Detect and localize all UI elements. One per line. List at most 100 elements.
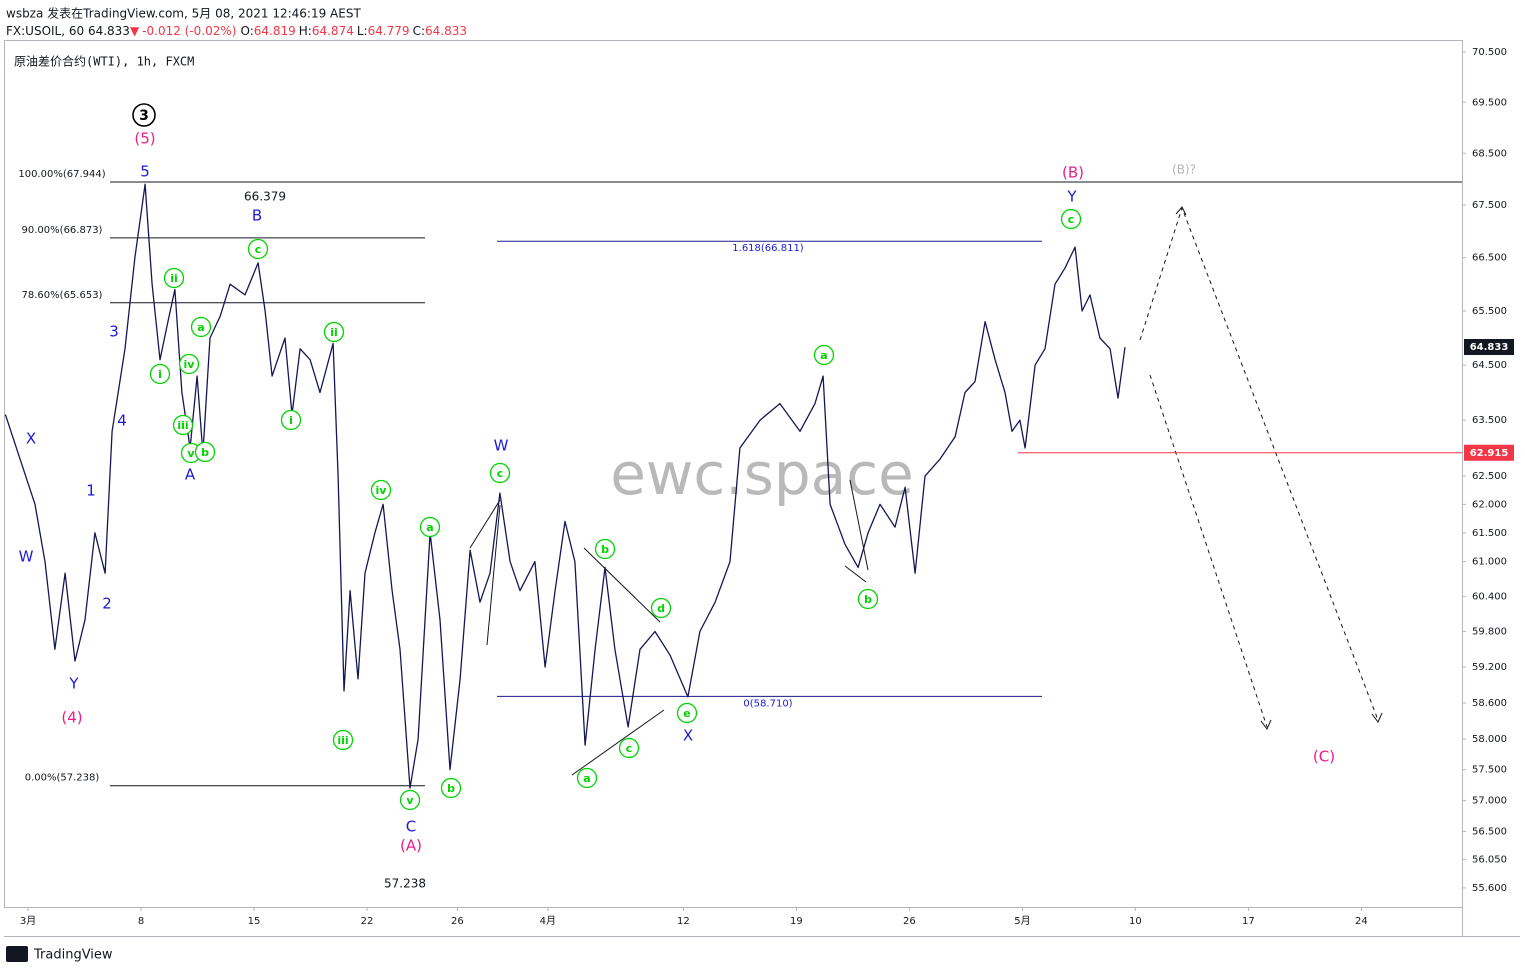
wave-label: d — [657, 602, 665, 615]
arrowhead — [1175, 206, 1187, 216]
ohlc: FX:USOIL, 60 64.833▼ -0.012 (-0.02%) O:64.… — [6, 24, 467, 38]
high: 64.874 — [312, 24, 354, 38]
l-label: L: — [357, 24, 368, 38]
wave-circle — [190, 316, 212, 338]
change: -0.012 (-0.02%) — [142, 24, 236, 38]
wave-label: v — [406, 794, 414, 807]
open: 64.819 — [254, 24, 296, 38]
wave-label: a — [583, 772, 590, 785]
trend-line — [469, 499, 501, 549]
wave-circle — [594, 538, 616, 560]
wave-label: B — [252, 207, 262, 225]
wave-circle — [163, 267, 185, 289]
y-tick-label: 59.800 — [1472, 627, 1507, 638]
y-tick-label: 59.200 — [1472, 662, 1507, 673]
y-tick-label: 68.500 — [1472, 148, 1507, 159]
trend-lines — [469, 479, 869, 776]
x-tick-label: 5月 — [1014, 915, 1030, 927]
wave-circle — [857, 588, 879, 610]
y-tick-label: 64.500 — [1472, 360, 1507, 371]
wave-label: a — [820, 349, 827, 362]
wave-label: (4) — [61, 709, 82, 727]
x-tick-label: 10 — [1129, 916, 1142, 927]
level-label: 1.618(66.811) — [732, 243, 804, 254]
wave-label: i — [158, 368, 162, 381]
level-label: 78.60%(65.653) — [22, 290, 103, 301]
watermark: ewc.space — [610, 440, 914, 508]
arrowhead — [1371, 712, 1383, 723]
low: 64.779 — [368, 24, 410, 38]
price-label: 64.833 — [1470, 342, 1509, 353]
wave-circle — [194, 441, 216, 463]
level-label: 90.00%(66.873) — [22, 225, 103, 236]
wave-label: 4 — [117, 412, 127, 430]
y-tick-label: 58.000 — [1472, 734, 1507, 745]
trend-line — [571, 709, 665, 776]
wave-label: 5 — [140, 163, 150, 181]
symbol: FX:USOIL, 60 64.833 — [6, 24, 130, 38]
wave-label: X — [683, 727, 693, 745]
plot: 70.500 69.500 68.500 67.500 66.500 65.500 64.5… — [4, 47, 1514, 927]
wave-circle — [280, 409, 302, 431]
y-tick-label: 67.500 — [1472, 200, 1507, 211]
wave-circle — [618, 737, 640, 759]
wave-circle — [576, 767, 598, 789]
wave-circle — [676, 702, 698, 724]
brand: TradingView — [33, 948, 113, 963]
wave-circle — [370, 479, 392, 501]
close: 64.833 — [425, 24, 467, 38]
wave-label: ii — [170, 272, 178, 285]
wave-label: Y — [1066, 188, 1077, 206]
wave-circle — [247, 238, 269, 260]
arrowhead — [1260, 719, 1272, 730]
wave-label: 57.238 — [384, 877, 426, 891]
price-label-box — [1464, 339, 1514, 356]
chart-title: 原油差价合约(WTI), 1h, FXCM — [14, 54, 194, 69]
trend-line — [583, 547, 661, 623]
y-tick-label: 60.400 — [1472, 591, 1507, 602]
trend-line — [486, 504, 501, 646]
wave-label: C — [406, 818, 416, 836]
y-tick-label: 62.500 — [1472, 471, 1507, 482]
wave-circle — [813, 344, 835, 366]
y-tick-label: 61.500 — [1472, 528, 1507, 539]
wave-label: b — [601, 543, 609, 556]
wave-label: a — [426, 521, 433, 534]
wave-circle — [149, 363, 171, 385]
y-tick-label: 70.500 — [1472, 47, 1507, 58]
level-label: 0.00%(57.238) — [25, 773, 100, 784]
wave-label: c — [626, 742, 633, 755]
level-label: 0(58.710) — [743, 698, 792, 709]
wave-label: (B) — [1062, 164, 1084, 182]
c-label: C: — [413, 24, 425, 38]
wave-label: c — [255, 243, 262, 256]
wave-label: iv — [184, 358, 196, 371]
wave-label: 2 — [102, 595, 112, 613]
wave-label: i — [289, 414, 293, 427]
x-tick-label: 26 — [451, 916, 464, 927]
wave-label: c — [1068, 213, 1075, 226]
y-tick-label: 58.600 — [1472, 698, 1507, 709]
wave-label: iv — [376, 484, 388, 497]
wave-label: A — [185, 466, 196, 484]
wave-circle — [399, 789, 421, 811]
wave-label: 3 — [139, 108, 149, 124]
wave-label: v — [187, 447, 195, 460]
wave-label: ii — [330, 326, 338, 339]
wave-label: (B)? — [1172, 163, 1196, 177]
y-tick-label: 62.000 — [1472, 499, 1507, 510]
wave-label: Y — [68, 675, 79, 693]
wave-circle — [650, 597, 672, 619]
y-tick-label: 66.500 — [1472, 253, 1507, 264]
wave-label: a — [197, 321, 204, 334]
wave-label: iii — [177, 419, 188, 432]
x-tick-label: 19 — [790, 916, 803, 927]
o-label: O: — [240, 24, 253, 38]
y-tick-label: 65.500 — [1472, 306, 1507, 317]
wave-label: X — [26, 430, 36, 448]
wave-circle — [1060, 208, 1082, 230]
wave-circle — [178, 353, 200, 375]
wave-label: 66.379 — [244, 190, 286, 204]
y-tick-label: 55.600 — [1472, 883, 1507, 894]
wave-label: 1 — [86, 482, 96, 500]
